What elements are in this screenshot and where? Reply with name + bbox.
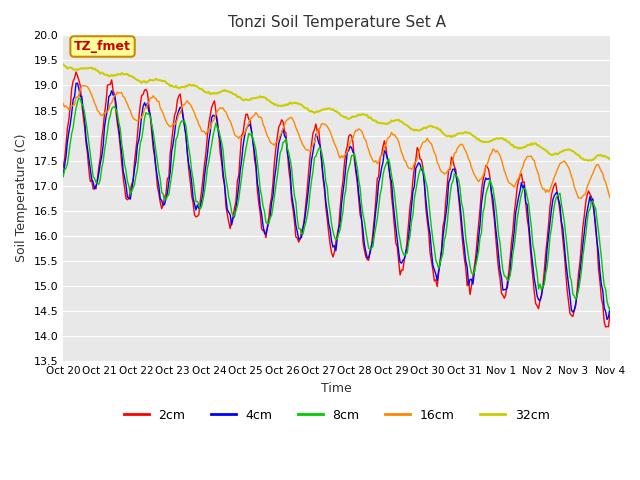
2cm [97, 155, 104, 161]
32cm [604, 155, 611, 160]
16cm [78, 83, 86, 89]
16cm [577, 195, 585, 201]
32cm [449, 133, 457, 139]
4cm [451, 166, 458, 172]
16cm [342, 151, 349, 157]
16cm [97, 112, 104, 118]
8cm [79, 103, 87, 109]
2cm [342, 149, 349, 155]
32cm [78, 65, 86, 71]
Legend: 2cm, 4cm, 8cm, 16cm, 32cm: 2cm, 4cm, 8cm, 16cm, 32cm [118, 404, 554, 427]
16cm [532, 164, 540, 169]
4cm [79, 107, 87, 113]
2cm [72, 69, 80, 75]
4cm [74, 80, 81, 86]
32cm [585, 158, 593, 164]
4cm [97, 160, 104, 166]
4cm [60, 172, 67, 178]
32cm [340, 114, 348, 120]
2cm [532, 301, 540, 307]
2cm [602, 324, 609, 330]
Line: 16cm: 16cm [63, 85, 610, 198]
8cm [606, 307, 614, 313]
16cm [605, 190, 612, 195]
4cm [606, 305, 614, 311]
32cm [531, 140, 538, 146]
4cm [342, 163, 349, 169]
Line: 8cm: 8cm [63, 98, 610, 310]
Line: 32cm: 32cm [63, 64, 610, 161]
16cm [79, 83, 87, 88]
X-axis label: Time: Time [321, 382, 352, 395]
4cm [605, 314, 612, 320]
2cm [605, 324, 612, 330]
32cm [606, 156, 614, 162]
4cm [604, 317, 611, 323]
2cm [606, 311, 614, 316]
4cm [532, 284, 540, 289]
16cm [606, 195, 614, 201]
32cm [95, 69, 102, 75]
32cm [60, 61, 67, 67]
16cm [451, 150, 458, 156]
Title: Tonzi Soil Temperature Set A: Tonzi Soil Temperature Set A [228, 15, 445, 30]
8cm [532, 262, 540, 267]
Line: 4cm: 4cm [63, 83, 610, 320]
Text: TZ_fmet: TZ_fmet [74, 40, 131, 53]
8cm [97, 177, 104, 182]
8cm [604, 299, 611, 305]
2cm [60, 164, 67, 170]
8cm [451, 171, 458, 177]
Line: 2cm: 2cm [63, 72, 610, 327]
2cm [451, 164, 458, 169]
8cm [342, 187, 349, 193]
2cm [79, 113, 87, 119]
16cm [60, 101, 67, 107]
Y-axis label: Soil Temperature (C): Soil Temperature (C) [15, 134, 28, 263]
8cm [75, 95, 83, 101]
8cm [60, 174, 67, 180]
